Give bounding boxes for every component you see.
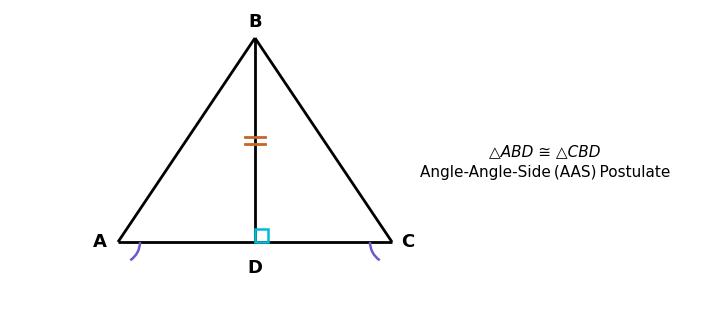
Text: C: C bbox=[401, 233, 415, 251]
Text: △ABD ≅ △CBD: △ABD ≅ △CBD bbox=[490, 145, 600, 159]
Text: Angle-Angle-Side (AAS) Postulate: Angle-Angle-Side (AAS) Postulate bbox=[420, 166, 670, 180]
Bar bbox=[255, 229, 268, 242]
Text: D: D bbox=[248, 259, 263, 277]
Text: B: B bbox=[248, 13, 262, 31]
Text: A: A bbox=[93, 233, 107, 251]
